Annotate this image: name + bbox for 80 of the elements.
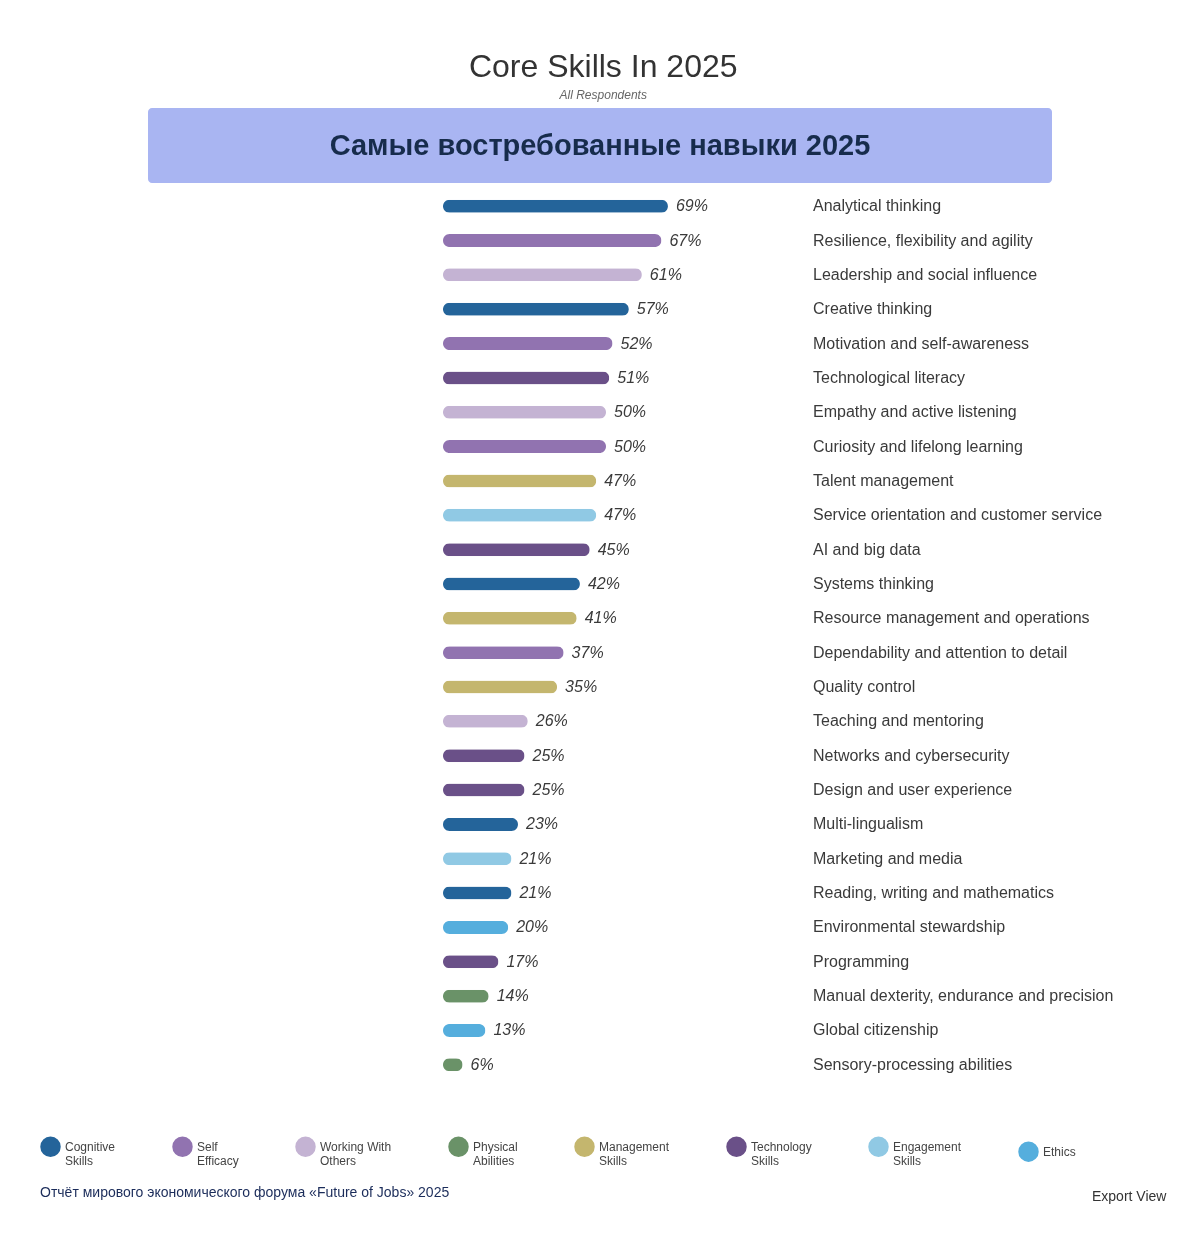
y-tick-label: Reading, writing and mathematics bbox=[813, 884, 1055, 902]
y-tick-label: Programming bbox=[813, 952, 910, 970]
chart-title: Core Skills In 2025 bbox=[468, 48, 738, 84]
y-tick-label: Motivation and self-awareness bbox=[813, 334, 1030, 352]
data-label: 37% bbox=[571, 643, 604, 661]
bar bbox=[443, 371, 610, 385]
data-label: 67% bbox=[669, 231, 702, 249]
legend-label: Cognitive Skills bbox=[65, 1139, 116, 1168]
y-tick-label: Networks and cybersecurity bbox=[813, 746, 1010, 764]
y-tick-label: Quality control bbox=[813, 678, 916, 696]
data-label: 25% bbox=[531, 746, 565, 764]
y-tick-label: Design and user experience bbox=[813, 781, 1013, 799]
legend-label: Physical Abilities bbox=[473, 1139, 518, 1168]
bar bbox=[443, 611, 577, 625]
y-tick-label: Creative thinking bbox=[813, 300, 933, 318]
y-tick-label: Curiosity and lifelong learning bbox=[813, 437, 1023, 455]
y-tick-label: Multi-lingualism bbox=[813, 815, 924, 833]
bar bbox=[443, 302, 629, 316]
data-label: 14% bbox=[496, 987, 529, 1005]
y-tick-label: Systems thinking bbox=[813, 574, 934, 592]
y-tick-label: Analytical thinking bbox=[813, 197, 942, 215]
data-label: 47% bbox=[604, 506, 637, 524]
y-tick-label: Empathy and active listening bbox=[813, 403, 1017, 421]
data-label: 57% bbox=[636, 300, 669, 318]
bar bbox=[443, 508, 597, 522]
data-label: 35% bbox=[565, 678, 598, 696]
legend-label: Working With Others bbox=[320, 1139, 392, 1168]
y-tick-label: Technological literacy bbox=[813, 368, 966, 386]
text: Export View bbox=[1092, 1188, 1168, 1204]
y-tick-label: Global citizenship bbox=[813, 1021, 939, 1039]
data-label: 42% bbox=[587, 574, 620, 592]
data-label: 69% bbox=[675, 197, 708, 215]
data-label: 23% bbox=[524, 815, 559, 833]
y-tick-label: Environmental stewardship bbox=[813, 918, 1006, 936]
data-label: 41% bbox=[584, 609, 617, 627]
data-label: 47% bbox=[604, 471, 637, 489]
bar bbox=[443, 577, 580, 591]
data-label: 6% bbox=[470, 1055, 494, 1073]
y-tick-label: Manual dexterity, endurance and precision bbox=[813, 987, 1114, 1005]
y-tick-label: Leadership and social influence bbox=[813, 265, 1038, 283]
data-label: 25% bbox=[531, 781, 565, 799]
y-tick-label: Teaching and mentoring bbox=[813, 712, 984, 730]
bar bbox=[443, 234, 662, 248]
chart-subtitle: All Respondents bbox=[558, 88, 647, 102]
y-tick-label: Marketing and media bbox=[813, 849, 963, 867]
legend-label: Engagement Skills bbox=[893, 1139, 962, 1168]
bar bbox=[443, 543, 590, 557]
y-tick-label: Dependability and attention to detail bbox=[813, 643, 1068, 661]
bar bbox=[443, 440, 606, 454]
y-tick-label: Service orientation and customer service bbox=[813, 506, 1103, 524]
y-tick-label: Resilience, flexibility and agility bbox=[813, 231, 1033, 249]
text: Самые востребованные навыки 2025 bbox=[329, 129, 871, 161]
data-label: 20% bbox=[515, 918, 549, 936]
data-label: 17% bbox=[506, 952, 539, 970]
y-tick-label: AI and big data bbox=[813, 540, 921, 558]
bar bbox=[443, 268, 642, 282]
y-tick-label: Sensory-processing abilities bbox=[813, 1055, 1013, 1073]
legend-label: Technology Skills bbox=[751, 1139, 812, 1168]
data-label: 21% bbox=[518, 884, 552, 902]
data-label: 61% bbox=[649, 265, 682, 283]
y-tick-label: Resource management and operations bbox=[813, 609, 1090, 627]
legend-label: Self Efficacy bbox=[197, 1139, 239, 1168]
data-label: 45% bbox=[597, 540, 630, 558]
legend-label: Ethics bbox=[1043, 1144, 1076, 1159]
data-label: 13% bbox=[493, 1021, 526, 1039]
bar bbox=[443, 474, 597, 488]
bar bbox=[443, 817, 518, 831]
y-tick-label: Talent management bbox=[813, 471, 955, 489]
data-label: 21% bbox=[518, 849, 552, 867]
bar bbox=[443, 405, 606, 419]
data-label: 51% bbox=[617, 368, 650, 386]
data-label: 50% bbox=[614, 403, 647, 421]
data-label: 26% bbox=[534, 712, 568, 730]
data-label: 52% bbox=[620, 334, 653, 352]
bar bbox=[443, 337, 613, 351]
data-label: 50% bbox=[614, 437, 647, 455]
bar bbox=[443, 199, 668, 213]
text: Отчёт мирового экономического форума «Future of Jobs» 2025 bbox=[40, 1184, 450, 1200]
bar bbox=[443, 920, 509, 934]
legend-label: Management Skills bbox=[599, 1139, 670, 1168]
